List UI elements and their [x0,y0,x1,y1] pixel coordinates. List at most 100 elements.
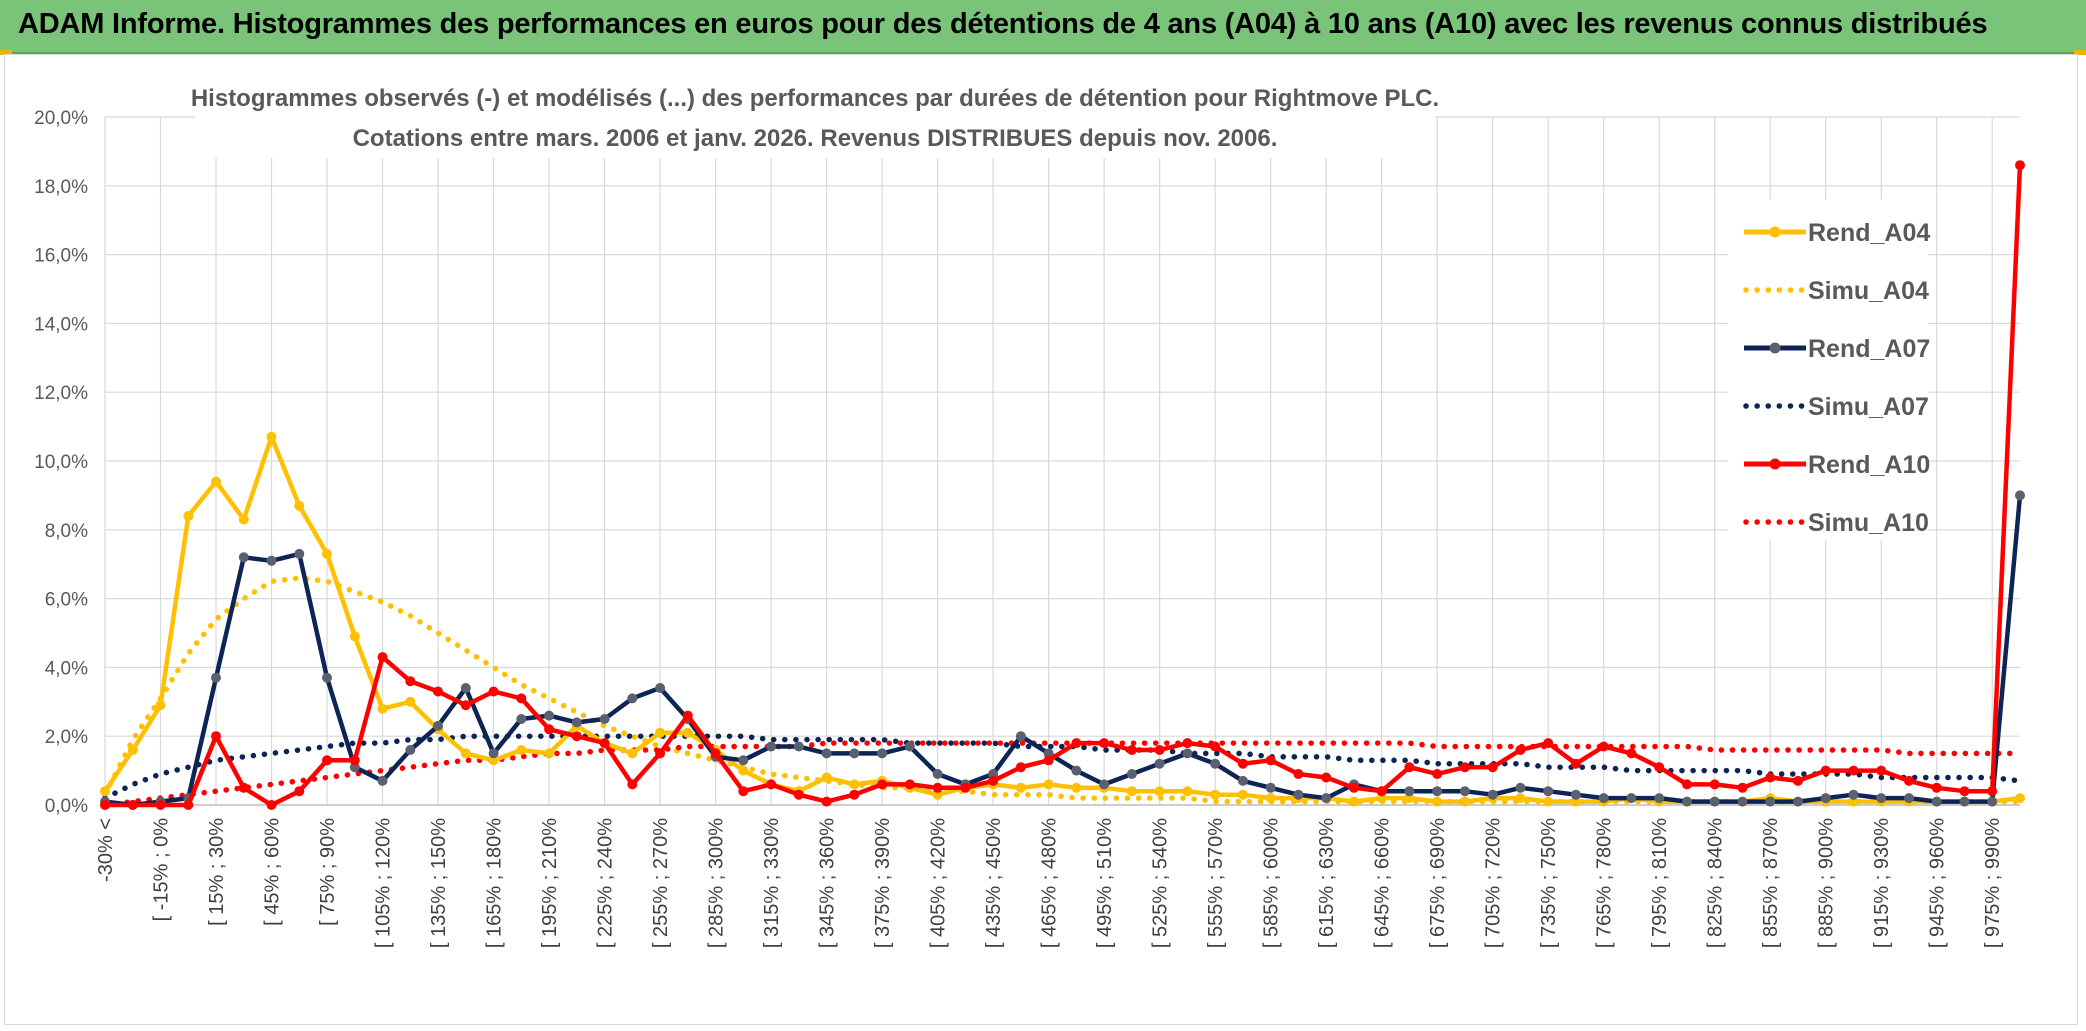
data-point [322,672,332,683]
data-point [266,800,277,810]
data-point [1376,793,1387,804]
data-point [183,511,194,521]
legend-item-simu_a07: Simu_A07 [1743,393,1929,421]
x-tick-label: [ 825% ; 840% [1705,818,1727,948]
data-point [877,748,888,759]
data-point [1709,796,1720,807]
data-point [1682,796,1692,807]
data-point [821,796,832,807]
data-point [932,789,943,800]
data-point [1793,796,1803,807]
data-point [1765,796,1776,807]
series-line-simu_a04 [102,575,2023,805]
data-point [544,710,555,721]
legend-marker [1769,458,1781,470]
x-tick-label: [ 15% ; 30% [206,818,228,926]
data-point [1071,765,1082,776]
data-point [1876,765,1887,776]
data-point [1015,731,1026,742]
data-point [2015,160,2025,171]
data-point [1071,738,1082,749]
data-point [571,731,582,742]
data-point [655,727,666,738]
data-point [266,555,277,566]
x-tick-label: [ 165% ; 180% [484,818,506,948]
x-tick-label: -30% < [95,818,117,882]
x-tick-label: [ 525% ; 540% [1150,818,1172,948]
data-point [488,748,499,759]
x-tick-label: [ 585% ; 600% [1261,818,1283,948]
data-point [238,552,249,563]
x-tick-label: [ 195% ; 210% [539,818,561,948]
data-point [322,755,332,766]
data-point [793,741,804,752]
x-tick-label: [ 435% ; 450% [983,818,1005,948]
data-point [433,720,443,731]
data-point [183,800,194,810]
data-point [460,700,471,711]
x-tick-label: [ 255% ; 270% [650,818,672,948]
data-point [127,745,138,755]
data-point [100,800,110,810]
data-point [1265,755,1276,766]
data-point [766,741,777,752]
corner-accent-right [2074,50,2086,55]
data-point [1265,782,1276,793]
data-point [1348,782,1359,793]
report-title: ADAM Informe. Histogrammes des performan… [18,8,1988,40]
data-point [294,548,305,559]
data-point [1432,769,1443,779]
chart-title-group: Histogrammes observés (-) et modélisés (… [191,76,1439,158]
y-tick-label: 14,0% [34,314,88,335]
data-point [1293,769,1304,779]
legend-label: Simu_A04 [1808,277,1929,305]
series-line-rend_a10 [105,165,2023,808]
legend-item-rend_a04: Rend_A04 [1744,219,1930,247]
data-point [1404,793,1415,804]
data-point [1182,738,1193,749]
legend-item-rend_a10: Rend_A10 [1744,451,1930,479]
y-tick-label: 18,0% [34,177,88,198]
series-simu_a07 [102,733,2023,801]
data-point [1432,786,1443,797]
legend-background [1728,200,1928,540]
data-point [1820,765,1831,776]
data-point [460,683,471,693]
x-tick-label: [ 315% ; 330% [761,818,783,948]
data-point [821,772,832,783]
data-point [1154,786,1165,797]
data-point [1570,789,1581,800]
legend-item-simu_a10: Simu_A10 [1743,509,1929,537]
series-line-simu_a07 [102,733,2023,801]
data-point [1348,796,1359,807]
data-point [1182,786,1193,797]
data-point [1459,762,1470,773]
data-point [1126,769,1137,779]
data-point [1543,738,1554,749]
data-point [1959,786,1970,797]
data-point [904,741,915,752]
data-point [1793,775,1803,786]
data-point [1598,793,1609,804]
y-tick-label: 2,0% [45,727,88,748]
data-point [155,700,166,711]
x-tick-label: [ 495% ; 510% [1094,818,1116,948]
data-point [1654,793,1665,804]
data-point [627,779,638,790]
data-point [1182,748,1193,759]
x-tick-label: [ 675% ; 690% [1427,818,1449,948]
series-line-rend_a07 [104,495,2023,808]
data-point [1015,762,1026,773]
data-point [1654,762,1665,773]
x-tick-label: [ 735% ; 750% [1538,818,1560,948]
x-tick-label: [ 285% ; 300% [706,818,728,948]
data-point [405,745,416,755]
data-point [1987,786,1998,797]
series-layer [100,160,2025,810]
data-point [904,779,915,790]
data-point [1543,786,1554,797]
chart-frame [4,54,2078,1025]
data-point [1570,796,1581,807]
data-point [988,769,999,779]
